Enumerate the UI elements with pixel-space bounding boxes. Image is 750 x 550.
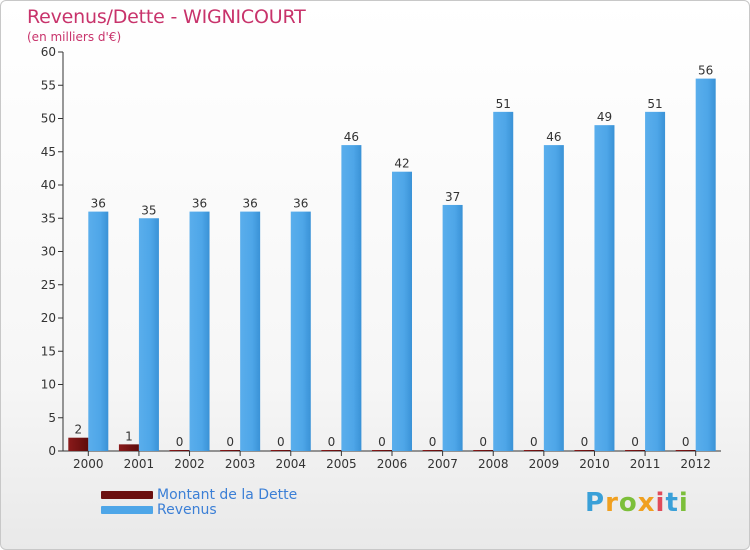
data-label-revenue: 51 (647, 97, 662, 111)
bar-revenue (695, 78, 716, 451)
data-label-debt: 0 (378, 435, 386, 449)
y-tick-label: 20 (41, 311, 56, 325)
data-label-revenue: 46 (546, 130, 561, 144)
chart-subtitle: (en milliers d'€) (27, 30, 122, 44)
data-label-revenue: 51 (496, 97, 511, 111)
bar-revenue (392, 171, 412, 451)
legend: Montant de la Dette Revenus (101, 486, 298, 518)
data-label-revenue: 36 (192, 197, 207, 211)
y-tick-label: 55 (41, 78, 56, 92)
data-label-revenue: 36 (293, 197, 308, 211)
x-tick-label: 2012 (680, 457, 711, 471)
y-tick-label: 0 (48, 444, 56, 458)
bar-revenue (290, 211, 311, 451)
bar-revenue (138, 218, 159, 451)
x-tick-label: 2006 (377, 457, 408, 471)
data-label-debt: 0 (328, 435, 336, 449)
bar-revenue (189, 211, 210, 451)
x-tick-label: 2010 (579, 457, 610, 471)
bar-debt (422, 450, 443, 451)
x-tick-label: 2009 (529, 457, 560, 471)
bar-debt (118, 444, 139, 451)
data-label-revenue: 46 (344, 130, 359, 144)
x-tick-label: 2011 (630, 457, 661, 471)
data-label-revenue: 36 (91, 197, 106, 211)
data-label-debt: 0 (682, 435, 690, 449)
data-label-debt: 0 (479, 435, 487, 449)
x-tick-label: 2005 (326, 457, 357, 471)
y-tick-label: 15 (41, 344, 56, 358)
bar-revenue (442, 204, 463, 451)
bar-revenue (645, 111, 666, 451)
y-tick-label: 35 (41, 211, 56, 225)
data-label-revenue: 49 (597, 110, 612, 124)
y-tick-label: 5 (48, 411, 56, 425)
legend-item-debt: Montant de la Dette (101, 486, 298, 503)
bar-debt (523, 450, 544, 451)
bar-debt (625, 450, 646, 451)
x-tick-label: 2001 (124, 457, 155, 471)
legend-swatch-debt (101, 490, 153, 499)
x-tick-label: 2007 (427, 457, 458, 471)
data-label-debt: 0 (530, 435, 538, 449)
bar-debt (68, 437, 89, 451)
data-label-debt: 0 (226, 435, 234, 449)
data-label-revenue: 37 (445, 190, 460, 204)
bar-debt (169, 450, 190, 451)
data-label-revenue: 35 (141, 203, 156, 217)
legend-label-revenue: Revenus (157, 501, 217, 518)
brand-logo: Proxiti (585, 488, 689, 518)
bar-debt (675, 450, 696, 451)
y-tick-label: 25 (41, 278, 56, 292)
bar-debt (220, 450, 241, 451)
data-label-debt: 1 (125, 429, 133, 443)
legend-label-debt: Montant de la Dette (157, 486, 298, 503)
data-label-revenue: 36 (243, 197, 258, 211)
bar-revenue (493, 111, 514, 451)
x-tick-label: 2008 (478, 457, 509, 471)
data-label-revenue: 42 (394, 157, 409, 171)
bar-revenue (594, 125, 615, 452)
data-label-debt: 0 (176, 435, 184, 449)
bar-revenue (543, 145, 564, 451)
x-tick-label: 2004 (275, 457, 306, 471)
data-label-debt: 0 (581, 435, 589, 449)
bar-debt (372, 450, 392, 451)
bar-debt (321, 450, 342, 451)
y-tick-label: 30 (41, 245, 56, 259)
bar-revenue (341, 145, 362, 451)
bar-revenue (240, 211, 261, 451)
bar-debt (574, 450, 595, 451)
chart-title: Revenus/Dette - WIGNICOURT (27, 6, 306, 28)
data-label-debt: 0 (429, 435, 437, 449)
x-tick-label: 2003 (225, 457, 256, 471)
bar-debt (473, 450, 494, 451)
x-tick-label: 2002 (174, 457, 205, 471)
y-tick-label: 40 (41, 178, 56, 192)
bar-revenue (88, 211, 109, 451)
data-label-debt: 0 (631, 435, 639, 449)
y-tick-label: 45 (41, 145, 56, 159)
x-tick-label: 2000 (73, 457, 104, 471)
data-label-debt: 0 (277, 435, 285, 449)
data-label-revenue: 56 (698, 64, 713, 78)
bar-debt (270, 450, 291, 451)
data-label-debt: 2 (74, 423, 82, 437)
legend-swatch-revenue (101, 505, 153, 514)
y-tick-label: 50 (41, 112, 56, 126)
y-tick-label: 10 (41, 378, 56, 392)
y-tick-label: 60 (41, 45, 56, 59)
legend-item-revenue: Revenus (101, 501, 297, 518)
